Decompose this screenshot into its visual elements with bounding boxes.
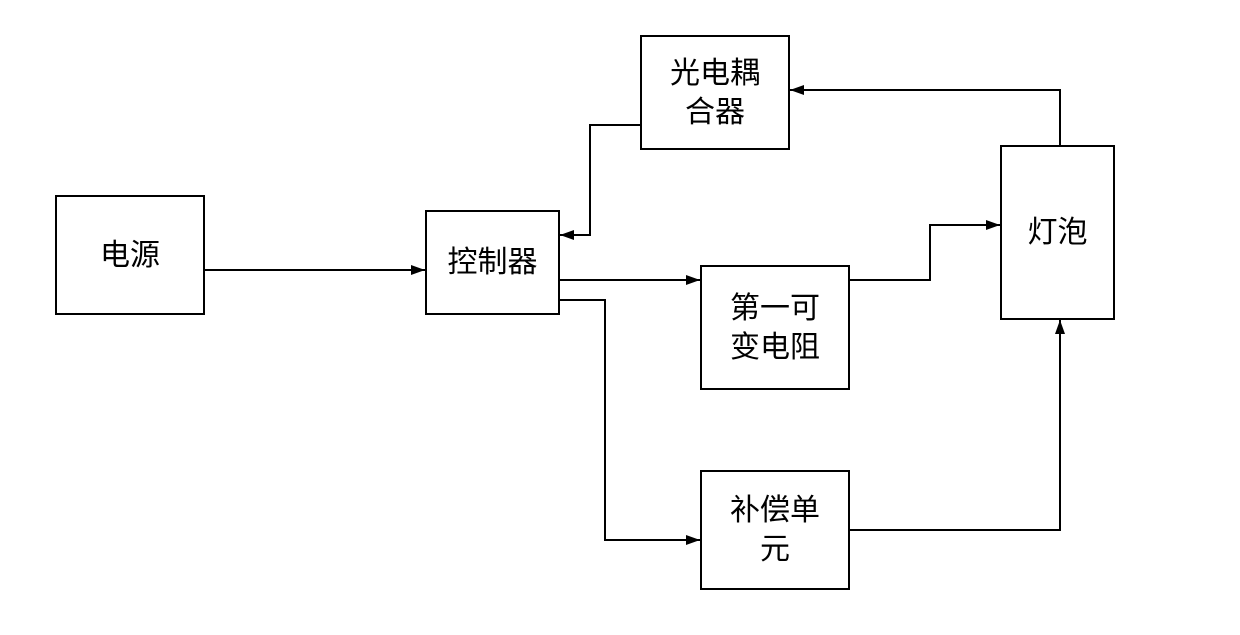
node-rheostat-label: 第一可 变电阻	[730, 289, 820, 367]
node-power: 电源	[55, 195, 205, 315]
node-controller-label: 控制器	[448, 243, 538, 282]
node-bulb: 灯泡	[1000, 145, 1115, 320]
node-opto: 光电耦 合器	[640, 35, 790, 150]
node-controller: 控制器	[425, 210, 560, 315]
node-comp-label: 补偿单 元	[730, 491, 820, 569]
node-rheostat: 第一可 变电阻	[700, 265, 850, 390]
node-opto-label: 光电耦 合器	[670, 54, 760, 132]
node-power-label: 电源	[100, 236, 160, 275]
node-comp: 补偿单 元	[700, 470, 850, 590]
node-bulb-label: 灯泡	[1028, 213, 1088, 252]
